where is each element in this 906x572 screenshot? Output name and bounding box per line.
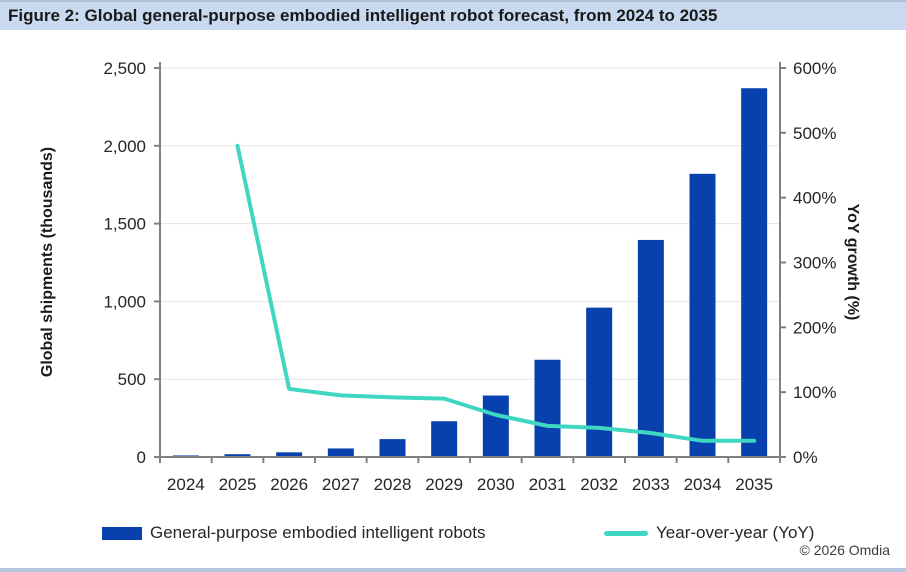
- legend-label-shipments: General-purpose embodied intelligent rob…: [150, 523, 486, 542]
- bar-2029: [431, 421, 458, 457]
- bar-2032: [586, 307, 613, 457]
- bar-series-swatch: [102, 526, 142, 540]
- x-label-2026: 2026: [270, 475, 308, 494]
- right-tick-label: 400%: [793, 189, 836, 208]
- right-tick-label: 100%: [793, 383, 836, 402]
- x-label-2028: 2028: [374, 475, 412, 494]
- x-label-2030: 2030: [477, 475, 515, 494]
- figure-title: Figure 2: Global general-purpose embodie…: [0, 0, 906, 30]
- yoy-line: [235, 143, 757, 443]
- x-label-2033: 2033: [632, 475, 670, 494]
- right-axis-title: YoY growth (%): [844, 203, 861, 321]
- left-tick-label: 1,500: [103, 215, 146, 234]
- x-label-2034: 2034: [684, 475, 722, 494]
- x-label-2027: 2027: [322, 475, 360, 494]
- x-label-2031: 2031: [529, 475, 567, 494]
- right-tick-label: 300%: [793, 254, 836, 273]
- left-tick-label: 1,000: [103, 292, 146, 311]
- bar-2033: [637, 239, 664, 457]
- bar-2034: [689, 173, 716, 458]
- line-series-swatch: [604, 530, 648, 536]
- right-tick-label: 500%: [793, 124, 836, 143]
- bar-2027: [327, 448, 354, 457]
- bar-2035: [741, 88, 768, 457]
- left-axis-title: Global shipments (thousands): [39, 146, 56, 378]
- legend-label-yoy: Year-over-year (YoY): [656, 523, 815, 542]
- bar-2030: [482, 395, 509, 457]
- x-label-2025: 2025: [219, 475, 257, 494]
- bar-2025: [224, 454, 251, 457]
- bar-2031: [534, 359, 561, 457]
- x-label-2032: 2032: [580, 475, 618, 494]
- copyright-source: © 2026 Omdia: [799, 542, 890, 558]
- left-tick-label: 0: [137, 448, 146, 467]
- x-label-2035: 2035: [735, 475, 773, 494]
- right-tick-label: 0%: [793, 448, 818, 467]
- legend-item-shipments: General-purpose embodied intelligent rob…: [102, 522, 485, 544]
- left-tick-label: 500: [118, 370, 146, 389]
- right-tick-label: 600%: [793, 59, 836, 78]
- bar-2026: [276, 452, 303, 457]
- right-tick-label: 200%: [793, 318, 836, 337]
- left-tick-label: 2,500: [103, 59, 146, 78]
- left-tick-label: 2,000: [103, 137, 146, 156]
- x-label-2024: 2024: [167, 475, 205, 494]
- legend-item-yoy: Year-over-year (YoY): [604, 522, 814, 544]
- bar-2028: [379, 439, 406, 457]
- x-label-2029: 2029: [425, 475, 463, 494]
